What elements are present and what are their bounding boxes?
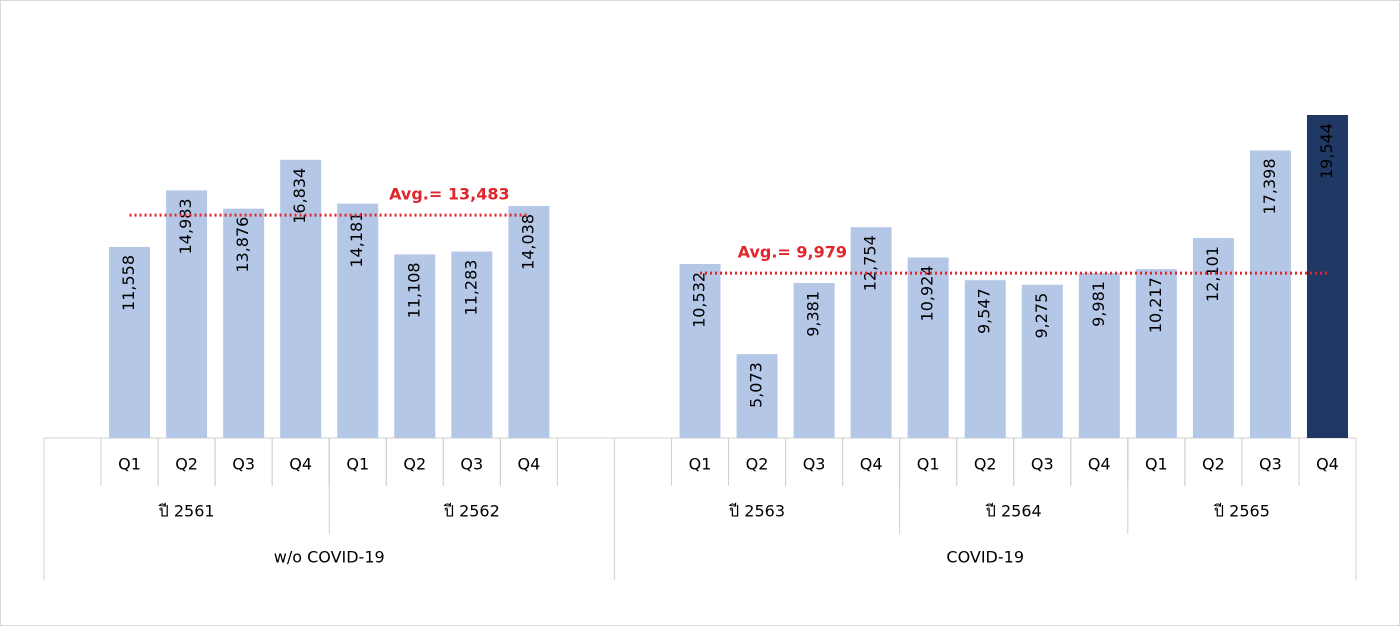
bar [850, 227, 892, 438]
bar [736, 354, 778, 438]
bar [1078, 273, 1120, 438]
bar [1135, 269, 1177, 438]
x-tick-label: Q1 [917, 455, 940, 474]
period-label: COVID-19 [946, 548, 1024, 567]
x-tick-label: Q3 [232, 455, 255, 474]
bar [280, 159, 322, 438]
bar [964, 280, 1006, 438]
value-label: 16,834 [290, 168, 309, 224]
period-label: w/o COVID-19 [274, 548, 385, 567]
value-label: 14,983 [176, 198, 195, 254]
value-label: 5,073 [747, 362, 766, 408]
x-tick-label: Q3 [1259, 455, 1282, 474]
bar [337, 203, 379, 438]
x-tick-label: Q1 [118, 455, 141, 474]
x-tick-label: Q2 [175, 455, 198, 474]
bar [907, 257, 949, 438]
bar [1306, 115, 1348, 438]
value-label: 11,283 [461, 260, 480, 316]
x-tick-label: Q3 [803, 455, 826, 474]
bar [679, 263, 721, 438]
bar [1021, 284, 1063, 438]
bar [508, 205, 550, 438]
x-tick-label: Q4 [517, 455, 540, 474]
value-label: 11,108 [404, 262, 423, 318]
bar [109, 246, 151, 438]
year-label: ปี 2563 [729, 502, 785, 521]
value-label: 14,181 [347, 212, 366, 268]
value-label: 12,101 [1203, 246, 1222, 302]
value-label: 14,038 [518, 214, 537, 270]
average-label: Avg.= 13,483 [389, 185, 510, 204]
value-label: 13,876 [233, 217, 252, 273]
year-label: ปี 2562 [443, 502, 499, 521]
x-tick-label: Q3 [1031, 455, 1054, 474]
value-label: 9,275 [1032, 293, 1051, 339]
value-label: 10,532 [690, 272, 709, 328]
value-label: 12,754 [861, 235, 880, 291]
value-label: 10,217 [1146, 277, 1165, 333]
x-tick-label: Q2 [974, 455, 997, 474]
x-tick-label: Q1 [689, 455, 712, 474]
value-label: 9,381 [804, 291, 823, 337]
x-tick-label: Q1 [1145, 455, 1168, 474]
value-label: 19,544 [1317, 123, 1336, 179]
bar [166, 190, 208, 438]
bar [394, 254, 436, 438]
x-tick-label: Q2 [403, 455, 426, 474]
year-label: ปี 2561 [158, 502, 214, 521]
year-label: ปี 2564 [985, 502, 1041, 521]
x-tick-label: Q4 [1088, 455, 1111, 474]
bar [1192, 238, 1234, 438]
value-label: 17,398 [1260, 158, 1279, 214]
value-label: 9,981 [1089, 281, 1108, 327]
bar [793, 282, 835, 438]
x-tick-label: Q4 [860, 455, 883, 474]
x-tick-label: Q4 [289, 455, 312, 474]
year-label: ปี 2565 [1214, 502, 1270, 521]
value-label: 9,547 [975, 288, 994, 334]
x-tick-label: Q1 [346, 455, 369, 474]
bar [223, 208, 265, 438]
x-tick-label: Q2 [1202, 455, 1225, 474]
value-label: 10,924 [918, 265, 937, 321]
bar [451, 251, 493, 438]
x-tick-label: Q3 [460, 455, 483, 474]
value-label: 11,558 [119, 255, 138, 311]
x-tick-label: Q2 [746, 455, 769, 474]
bar [1249, 150, 1291, 438]
average-label: Avg.= 9,979 [738, 243, 847, 262]
x-tick-label: Q4 [1316, 455, 1339, 474]
